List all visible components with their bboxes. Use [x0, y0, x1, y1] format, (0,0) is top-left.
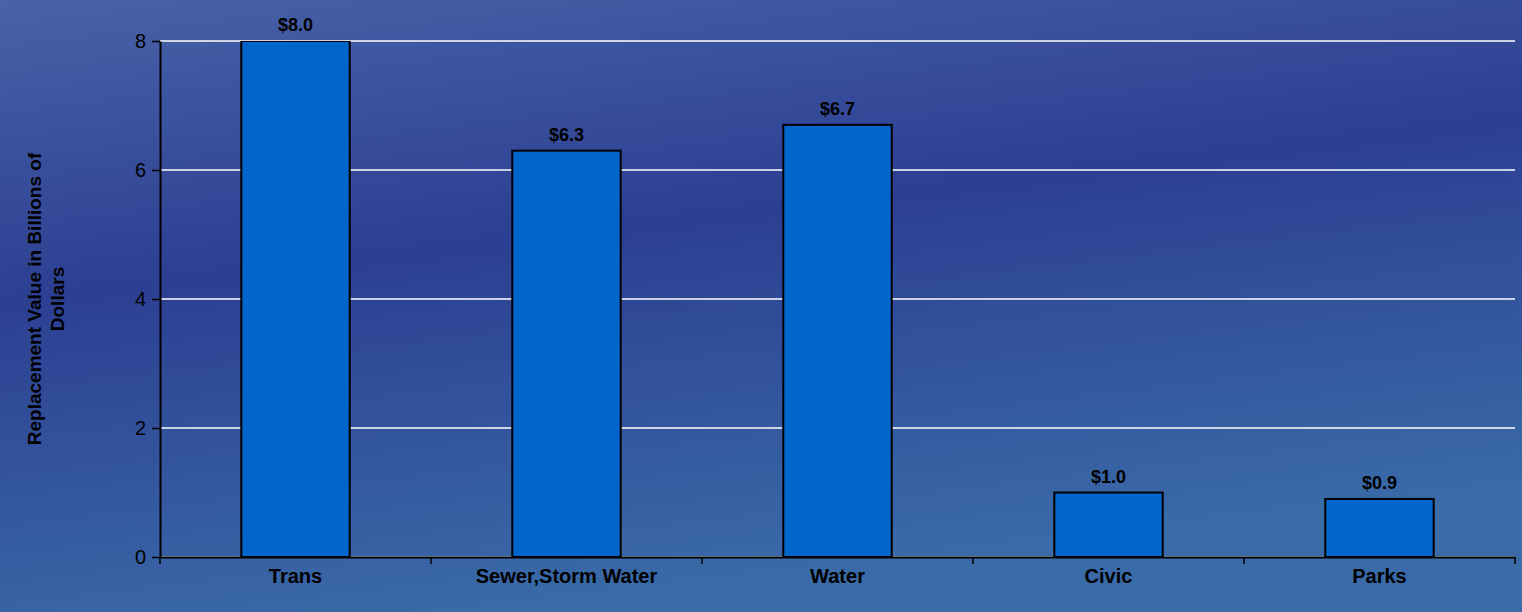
bar — [512, 151, 620, 557]
data-labels: $8.0 $6.3 $6.7 $1.0 $0.9 — [278, 15, 1397, 493]
y-tick: 4 — [135, 288, 160, 310]
y-tick-mark — [152, 428, 160, 430]
y-tick: 0 — [135, 546, 160, 568]
x-axis-line — [161, 557, 1516, 559]
y-tick: 6 — [135, 159, 160, 181]
chart: Trans Sewer,Storm Water Water Civic Parks 0 2 4… — [0, 0, 1522, 612]
y-tick-label: 4 — [135, 288, 146, 310]
data-label: $6.7 — [820, 99, 855, 119]
data-label: $0.9 — [1362, 473, 1397, 493]
grid — [160, 41, 1515, 557]
y-tick-label: 6 — [135, 159, 146, 181]
data-label: $1.0 — [1091, 467, 1126, 487]
grid-line — [160, 40, 1515, 42]
y-axis-title-line: Dollars — [47, 267, 68, 331]
bars — [241, 41, 1433, 557]
y-tick-label: 8 — [135, 30, 146, 52]
x-tick: Trans — [269, 557, 322, 587]
x-tick-label: Sewer,Storm Water — [476, 565, 658, 587]
data-label: $8.0 — [278, 15, 313, 35]
plot: Trans Sewer,Storm Water Water Civic Parks 0 2 4… — [135, 15, 1516, 587]
x-tick: Civic — [1085, 557, 1133, 587]
y-tick: 8 — [135, 30, 160, 52]
x-tick: Water — [810, 557, 865, 587]
y-tick-mark — [152, 41, 160, 43]
x-tick-label: Civic — [1085, 565, 1133, 587]
y-axis-title: Replacement Value in Billions ofDollars — [24, 152, 68, 445]
x-tick-label: Parks — [1352, 565, 1407, 587]
y-tick-label: 2 — [135, 417, 146, 439]
bar — [1325, 499, 1433, 557]
y-axis-title-line: Replacement Value in Billions of — [24, 152, 45, 445]
x-tick: Sewer,Storm Water — [476, 557, 658, 587]
bar — [783, 125, 891, 557]
x-tick-label: Trans — [269, 565, 322, 587]
category-separators — [160, 557, 1515, 564]
y-tick-mark — [152, 299, 160, 301]
x-tick-label: Water — [810, 565, 865, 587]
bar — [1054, 493, 1162, 558]
y-tick-label: 0 — [135, 546, 146, 568]
y-tick-mark — [152, 170, 160, 172]
bar — [241, 41, 349, 557]
x-tick: Parks — [1352, 557, 1407, 587]
x-axis: Trans Sewer,Storm Water Water Civic Parks — [161, 557, 1516, 587]
y-tick-mark — [152, 557, 160, 559]
y-axis: 0 2 4 6 8 — [135, 30, 161, 568]
y-tick: 2 — [135, 417, 160, 439]
data-label: $6.3 — [549, 125, 584, 145]
background — [0, 0, 1522, 612]
